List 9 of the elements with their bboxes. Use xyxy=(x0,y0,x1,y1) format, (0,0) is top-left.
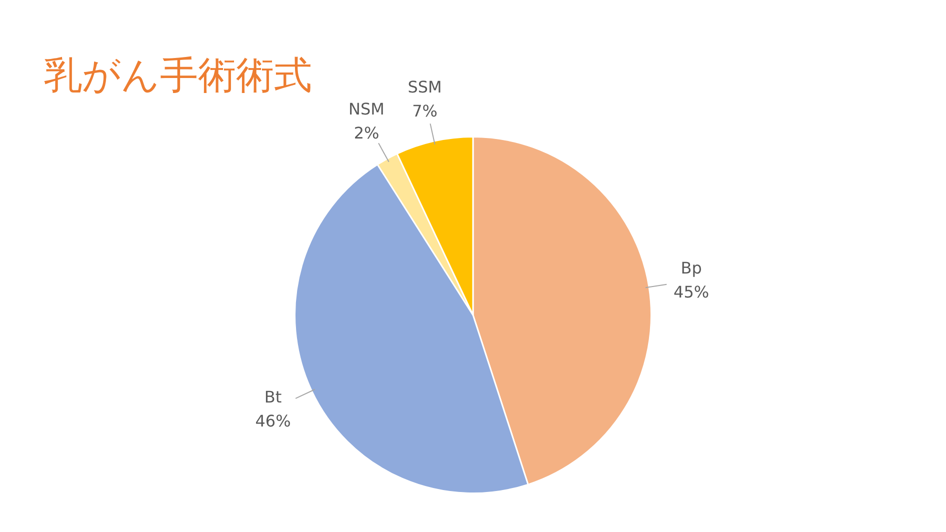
slice-label: SSM xyxy=(408,77,442,96)
slice-label: Bt xyxy=(264,387,282,406)
data-label: 2% xyxy=(354,123,380,142)
data-label: 7% xyxy=(412,101,438,120)
data-label: 46% xyxy=(255,411,291,430)
slice-label: NSM xyxy=(348,99,384,118)
chart-title: 乳がん手術術式 xyxy=(44,52,312,99)
slice-label: Bp xyxy=(680,258,702,278)
data-label: 45% xyxy=(674,282,710,302)
